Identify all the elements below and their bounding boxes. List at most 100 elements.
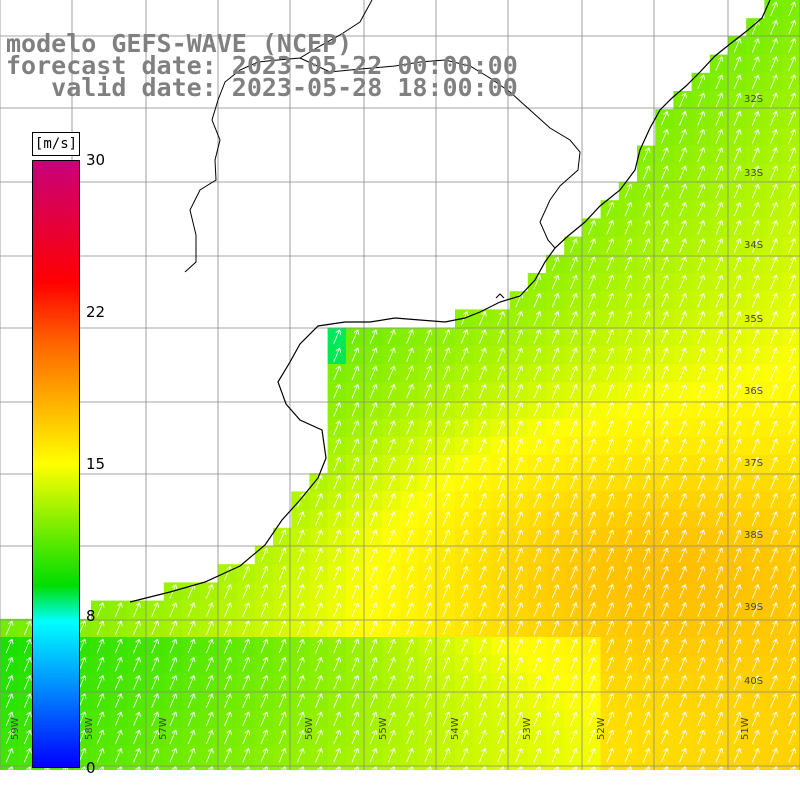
wind-arrow	[260, 693, 269, 708]
wind-arrow	[569, 238, 578, 253]
wind-arrow	[751, 38, 760, 53]
wind-arrow	[133, 693, 141, 708]
wind-arrow	[406, 602, 414, 617]
wind-arrow	[679, 456, 687, 472]
wind-arrow	[135, 766, 141, 770]
wind-arrow	[697, 220, 706, 235]
wind-arrow	[424, 547, 433, 563]
wind-cell	[418, 764, 438, 770]
wind-arrow	[788, 620, 797, 636]
wind-speed-grid	[0, 0, 800, 770]
wind-arrow	[497, 729, 505, 745]
wind-arrow	[333, 329, 342, 344]
wind-arrow	[333, 347, 342, 363]
wind-arrow	[260, 547, 269, 563]
wind-arrow	[497, 620, 505, 636]
wind-arrow	[242, 620, 251, 636]
wind-arrow	[533, 565, 542, 581]
wind-arrow	[315, 656, 323, 672]
wind-arrow	[424, 493, 433, 508]
wind-arrow	[788, 56, 797, 71]
wind-arrow	[387, 329, 396, 344]
wind-arrow	[660, 565, 669, 581]
wind-arrow	[369, 438, 378, 454]
wind-arrow	[770, 347, 778, 363]
wind-arrow	[624, 329, 633, 344]
wind-arrow	[642, 729, 651, 745]
wind-arrow	[572, 766, 578, 770]
wind-arrow	[460, 347, 469, 363]
wind-arrow	[751, 238, 760, 253]
wind-arrow	[442, 511, 451, 526]
wind-arrow	[715, 92, 724, 108]
wind-arrow	[733, 456, 742, 472]
wind-arrow	[406, 511, 414, 526]
wind-arrow	[770, 147, 778, 162]
wind-arrow	[387, 365, 396, 381]
wind-cell	[618, 764, 638, 770]
wind-arrow	[660, 747, 669, 763]
wind-arrow	[751, 620, 760, 636]
wind-arrow	[733, 656, 742, 672]
wind-arrow	[96, 747, 105, 763]
wind-arrow	[770, 565, 778, 581]
wind-arrow	[260, 729, 269, 745]
wind-arrow	[351, 656, 360, 672]
wind-arrow	[114, 711, 123, 727]
wind-arrow	[151, 602, 160, 617]
wind-arrow	[351, 693, 360, 708]
wind-arrow	[660, 656, 669, 672]
wind-arrow	[23, 656, 32, 672]
wind-cell	[582, 764, 602, 770]
wind-arrow	[715, 165, 724, 181]
wind-arrow	[533, 511, 542, 526]
wind-arrow	[296, 747, 305, 763]
wind-arrow	[224, 584, 232, 599]
wind-arrow	[369, 347, 378, 363]
wind-arrow	[588, 347, 596, 363]
wind-arrow	[660, 493, 669, 508]
wind-arrow	[424, 347, 433, 363]
wind-arrow	[515, 565, 524, 581]
wind-arrow	[660, 238, 669, 253]
wind-cell	[0, 764, 19, 770]
wind-arrow	[606, 402, 615, 417]
wind-arrow	[296, 511, 305, 526]
wind-arrow	[735, 766, 742, 770]
wind-arrow	[169, 729, 178, 745]
wind-arrow	[733, 110, 742, 126]
wind-arrow	[624, 511, 633, 526]
wind-arrow	[751, 529, 760, 545]
wind-cell	[655, 764, 674, 770]
wind-arrow	[351, 711, 360, 727]
lon-label: 58W	[84, 717, 95, 740]
wind-arrow	[351, 747, 360, 763]
wind-arrow	[424, 365, 433, 381]
wind-arrow	[533, 493, 542, 508]
wind-arrow	[679, 165, 687, 181]
wind-arrow	[515, 729, 524, 745]
wind-arrow	[642, 347, 651, 363]
wind-arrow	[242, 729, 251, 745]
wind-arrow	[624, 565, 633, 581]
wind-arrow	[715, 383, 724, 399]
wind-arrow	[642, 147, 651, 162]
wind-arrow	[679, 201, 687, 217]
wind-arrow	[242, 675, 251, 690]
wind-arrow	[133, 675, 141, 690]
wind-arrow	[788, 110, 797, 126]
wind-arrow	[624, 347, 633, 363]
wind-arrow	[369, 402, 378, 417]
wind-arrow	[387, 675, 396, 690]
wind-arrow	[624, 620, 633, 636]
wind-arrow	[478, 529, 487, 545]
wind-arrow	[224, 656, 232, 672]
wind-arrow	[533, 620, 542, 636]
wind-arrow	[569, 347, 578, 363]
wind-arrow	[224, 693, 232, 708]
wind-arrow	[351, 638, 360, 654]
wind-arrow	[296, 529, 305, 545]
wind-arrow	[751, 675, 760, 690]
wind-arrow	[424, 693, 433, 708]
wind-arrow	[770, 56, 778, 71]
